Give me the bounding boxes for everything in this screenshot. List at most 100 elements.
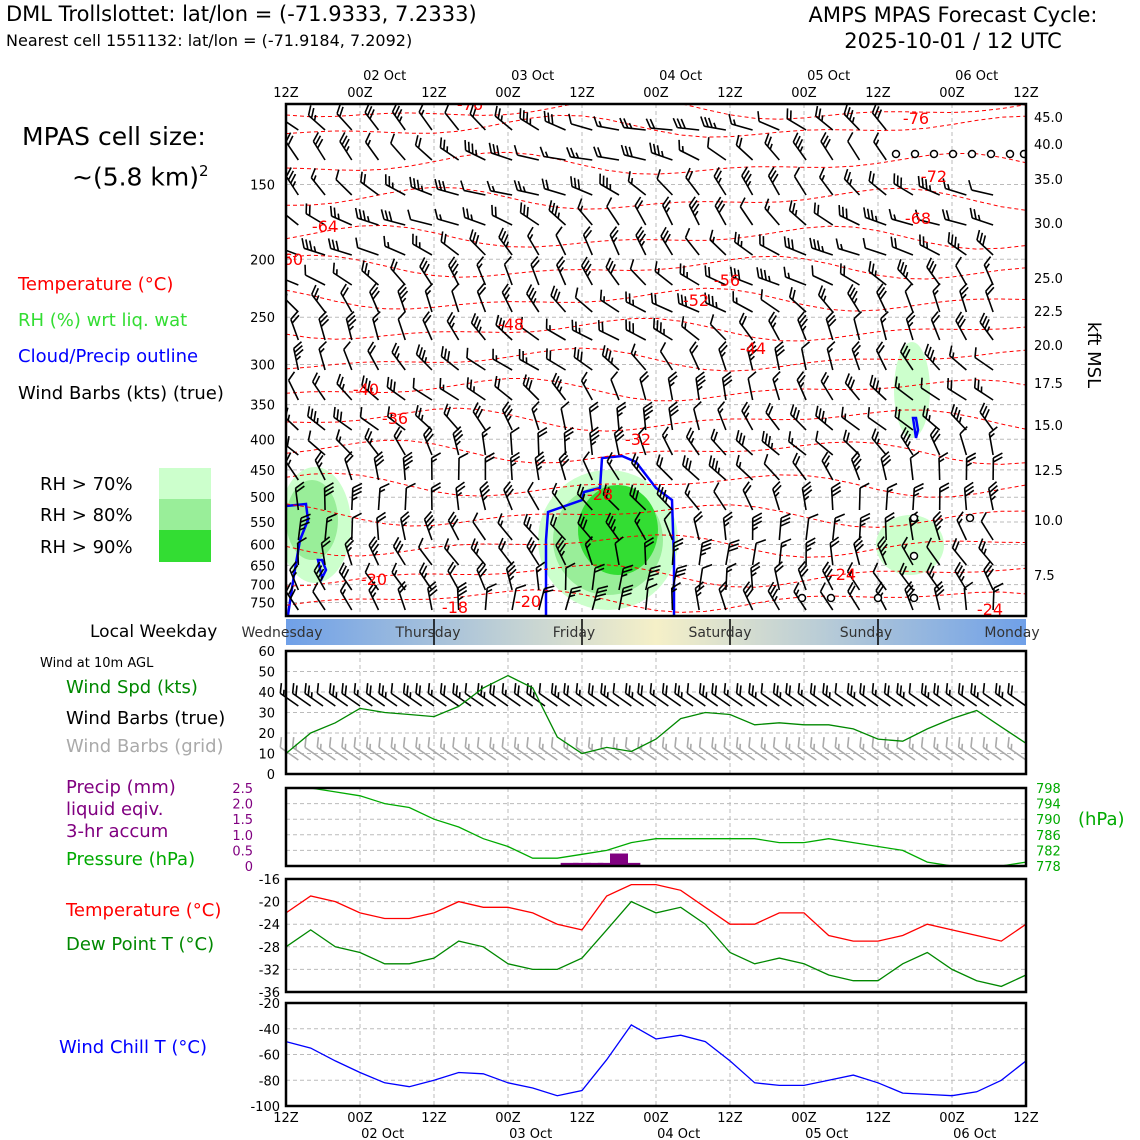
wind-barb-361 xyxy=(772,480,782,511)
wind10m-barb-grid-42-flag-0 xyxy=(797,737,801,748)
wind10m-barb-true-58 xyxy=(994,683,1015,707)
wind-barb-168-flag-0 xyxy=(650,292,654,304)
wind-barb-89-flag-2 xyxy=(718,203,726,214)
wind-barb-405-flag-0 xyxy=(498,537,504,548)
wind10m-barb-grid-14 xyxy=(452,737,472,761)
wind-barb-257-flag-0 xyxy=(869,374,874,386)
wind-barb-138 xyxy=(580,256,593,286)
wind-barb-432-half xyxy=(509,575,515,581)
wind10m-barb-grid-56 xyxy=(970,737,990,761)
wind-barb-260-flag-1 xyxy=(950,380,953,391)
wind-barb-233-half xyxy=(951,352,955,359)
pressure-line xyxy=(286,787,1027,867)
wind10m-barb-true-59-flag-1 xyxy=(1010,685,1014,696)
wind-barb-74-flag-0 xyxy=(305,203,308,214)
wind-barb-425-flag-0 xyxy=(313,561,321,572)
wind-barb-117-flag-0 xyxy=(733,231,737,243)
wind-barb-345-half xyxy=(351,496,358,501)
chill-ytick-1: -40 xyxy=(259,1023,280,1038)
wind-barb-296-half xyxy=(482,432,488,438)
wind-barb-55-half xyxy=(522,186,526,193)
wind-barb-443 xyxy=(797,561,809,591)
wind-barb-292 xyxy=(364,427,380,456)
wind-barb-4-half xyxy=(398,116,403,123)
wind-barb-30-half xyxy=(475,149,478,156)
wind-barb-399 xyxy=(344,535,355,566)
wind-barb-407-half xyxy=(560,550,566,557)
wind-barb-367-flag-1 xyxy=(939,486,950,493)
wind-barb-266 xyxy=(386,406,406,431)
wind10m-barb-grid-52 xyxy=(920,737,941,761)
wind-barb-313-flag-0 xyxy=(929,426,938,436)
legend-pressure: Pressure (hPa) xyxy=(66,849,196,870)
wind-barb-266-flag-0 xyxy=(386,406,391,417)
wind-barb-282-half xyxy=(824,417,827,424)
wind-barb-439-flag-0 xyxy=(702,563,713,569)
wind-barb-446-staff xyxy=(872,571,887,591)
wind-barb-211 xyxy=(367,341,380,371)
wind-barb-88-flag-1 xyxy=(690,199,698,210)
wind-barb-433-flag-0 xyxy=(535,561,546,569)
precip-bar-2 xyxy=(585,862,604,866)
wind10m-barb-grid-39-flag-0 xyxy=(760,737,764,748)
wind-barb-120-half xyxy=(821,245,825,253)
wind10m-barb-true-39-flag-0 xyxy=(760,683,764,694)
wind-barb-187 xyxy=(446,311,460,341)
wind-barb-265-flag-0 xyxy=(359,406,363,418)
wind-barb-100-flag-1 xyxy=(277,238,285,248)
wind-barb-442-flag-0 xyxy=(774,561,783,570)
wind10m-barb-true-23-flag-1 xyxy=(566,685,570,696)
wind-barb-41-half xyxy=(769,143,773,150)
wind-barb-98-flag-0 xyxy=(941,209,946,220)
wind-barb-13 xyxy=(619,117,646,131)
wind-barb-324-flag-1 xyxy=(510,455,521,463)
wind-barb-159-half xyxy=(426,289,432,296)
wind-barb-195-half xyxy=(663,328,665,335)
wind-barb-204-half xyxy=(908,321,914,328)
wind-barb-86-flag-0 xyxy=(634,196,642,207)
wind-barb-134 xyxy=(476,256,487,286)
cloud-outline-small xyxy=(316,558,328,582)
wind-barb-116 xyxy=(709,229,727,256)
wind-barb-137 xyxy=(556,256,567,286)
wind-barb-458 xyxy=(484,583,497,611)
wind-barb-352-staff xyxy=(527,490,540,511)
wind-barb-220-half xyxy=(610,357,614,364)
wind10m-barb-true-35-flag-1 xyxy=(714,685,718,696)
wind10m-barb-grid-46 xyxy=(846,737,867,761)
wind-barb-431 xyxy=(476,561,488,591)
calm-circle-12 xyxy=(909,593,919,603)
wind-barb-106 xyxy=(440,231,460,256)
wind-barb-450 xyxy=(983,561,994,591)
wind-barb-408-half xyxy=(586,542,592,549)
wind-barb-29-flag-0 xyxy=(439,137,443,148)
wind10m-barb-true-52-flag-0 xyxy=(920,683,924,694)
wind10m-barb-grid-31-half xyxy=(665,743,668,750)
wind10m-barb-true-26-flag-1 xyxy=(603,685,607,696)
wind-barb-133-flag-0 xyxy=(448,256,456,266)
wind-barb-41 xyxy=(764,133,780,161)
wind-barb-63 xyxy=(741,166,754,196)
wind10m-barb-grid-36-staff xyxy=(723,746,743,761)
wind-barb-231 xyxy=(899,342,914,371)
wind10m-barb-true-28 xyxy=(624,683,645,707)
wind-barb-303-half xyxy=(663,433,669,440)
wind-barb-454-half xyxy=(371,592,377,598)
wind-barb-57 xyxy=(570,176,593,196)
wind-barb-124-flag-1 xyxy=(922,236,925,247)
wind-barb-112-half xyxy=(612,236,618,243)
wind10m-barb-true-47-flag-1 xyxy=(862,685,866,696)
wind10m-barb-grid-44-flag-0 xyxy=(822,737,825,748)
wind10m-barb-true-4-flag-0 xyxy=(328,683,332,694)
wind-barb-101-flag-0 xyxy=(301,238,305,249)
wind-barb-70-flag-0 xyxy=(917,175,921,187)
wind-barb-382-flag-1 xyxy=(607,515,614,526)
wind-barb-239 xyxy=(386,376,406,401)
wind-barb-324-flag-0 xyxy=(510,451,520,459)
wind10m-barb-true-19-flag-0 xyxy=(513,683,517,694)
wind-barb-288-flag-1 xyxy=(981,405,988,416)
temp-label-18: -76 xyxy=(457,95,483,114)
wind-barb-230-flag-0 xyxy=(875,341,884,351)
wind10m-barb-true-35 xyxy=(711,683,731,707)
wind-barb-214-flag-0 xyxy=(440,346,444,357)
